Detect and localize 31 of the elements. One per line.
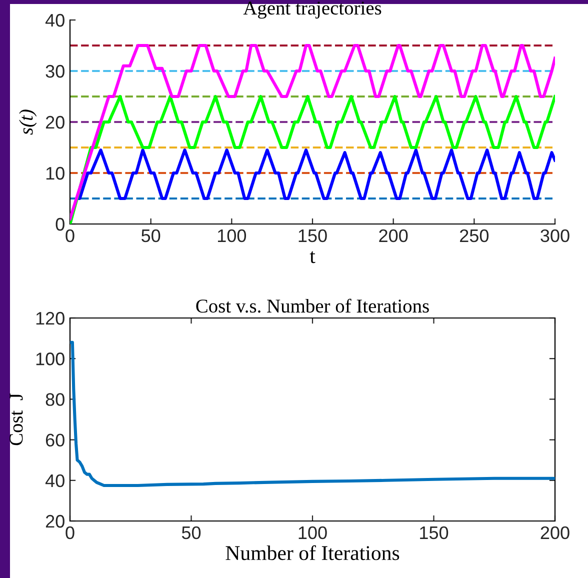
x-tick-label: 300 [540,229,570,242]
chart-title: Agent trajectories [243,2,382,19]
x-tick-label: 0 [66,526,74,540]
x-tick-label: 200 [540,526,570,540]
x-axis-title: t [310,251,316,264]
y-tick-label: 30 [46,64,64,78]
x-tick-label: 50 [142,229,160,242]
chart-title: Cost v.s. Number of Iterations [196,298,429,313]
x-tick-label: 150 [420,526,448,540]
x-tick-label: 100 [218,229,246,242]
y-tick-label: 40 [45,474,64,488]
y-tick-label: 20 [46,116,64,129]
y-axis-title: s(t) [19,110,37,135]
x-tick-label: 250 [460,229,489,242]
line-series [70,44,555,220]
y-axis-title: Cost J [10,393,23,446]
y-tick-label: 10 [46,166,64,180]
y-tick-label: 20 [46,514,64,528]
y-tick-label: 100 [36,352,64,366]
x-tick-label: 50 [182,526,201,540]
x-tick-label: 200 [379,229,408,242]
y-tick-label: 120 [36,312,64,325]
y-tick-label: 80 [46,393,64,406]
y-tick-label: 60 [46,434,64,447]
x-axis-title: Number of Iterations [226,545,400,560]
x-tick-label: 150 [298,229,327,242]
x-tick-label: 0 [66,229,74,242]
x-tick-label: 100 [298,526,327,540]
y-tick-label: 40 [45,14,64,27]
y-tick-label: 0 [56,218,64,231]
line-series [70,340,555,488]
